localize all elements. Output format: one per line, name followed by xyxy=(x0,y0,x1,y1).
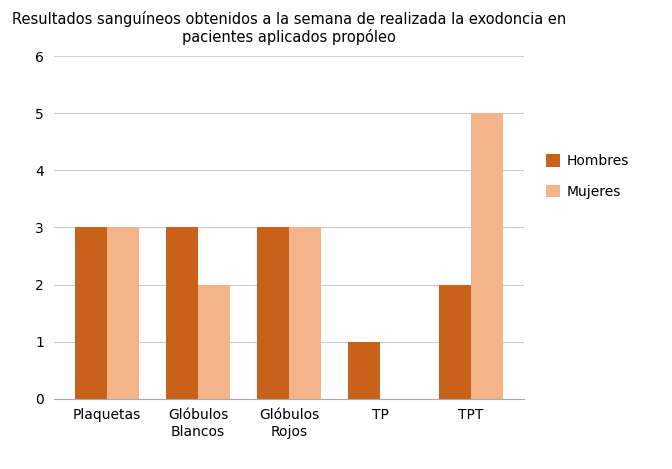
Bar xyxy=(471,113,503,399)
Bar xyxy=(348,341,380,399)
Bar xyxy=(75,227,107,399)
Bar xyxy=(107,227,139,399)
Bar xyxy=(198,285,230,399)
Bar xyxy=(166,227,198,399)
Title: Resultados sanguíneos obtenidos a la semana de realizada la exodoncia en
pacient: Resultados sanguíneos obtenidos a la sem… xyxy=(12,11,566,45)
Legend: Hombres, Mujeres: Hombres, Mujeres xyxy=(540,149,635,204)
Bar xyxy=(257,227,289,399)
Bar xyxy=(439,285,471,399)
Bar xyxy=(289,227,321,399)
